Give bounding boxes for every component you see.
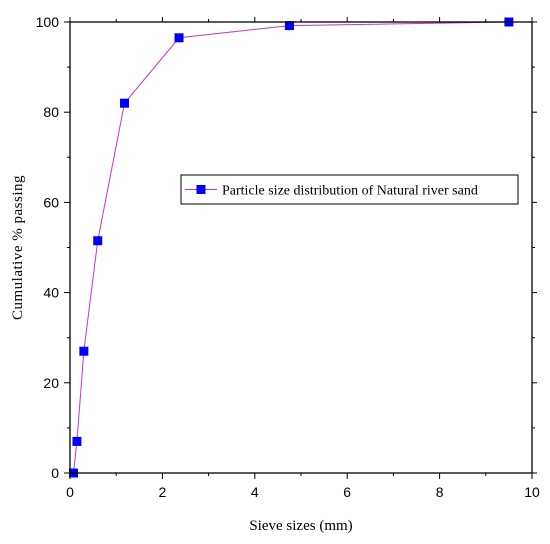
series-line — [72, 21, 509, 474]
data-point — [79, 346, 89, 356]
x-axis-title: Sieve sizes (mm) — [249, 518, 352, 534]
x-tick-label: 4 — [251, 484, 259, 500]
x-tick-label: 6 — [343, 484, 351, 500]
y-axis-title: Cumulative % passing — [10, 175, 26, 320]
data-point — [284, 21, 294, 31]
x-tick-label: 10 — [524, 484, 540, 500]
data-point — [93, 236, 103, 246]
legend-label: Particle size distribution of Natural ri… — [222, 184, 478, 199]
x-tick-label: 0 — [66, 484, 74, 500]
y-tick-label: 20 — [43, 375, 59, 391]
y-tick-label: 100 — [36, 14, 60, 30]
data-point — [174, 33, 184, 43]
data-point — [120, 98, 130, 108]
data-point — [72, 436, 82, 446]
y-tick-label: 40 — [43, 285, 59, 301]
legend: Particle size distribution of Natural ri… — [180, 174, 519, 205]
x-tick-label: 2 — [159, 484, 167, 500]
y-tick-label: 60 — [43, 194, 59, 210]
legend-marker — [196, 185, 206, 194]
legend-box — [180, 174, 519, 205]
y-tick-label: 80 — [43, 104, 59, 120]
x-tick-label: 8 — [436, 484, 444, 500]
y-tick-label: 0 — [51, 465, 59, 481]
plot-frame — [69, 21, 533, 474]
